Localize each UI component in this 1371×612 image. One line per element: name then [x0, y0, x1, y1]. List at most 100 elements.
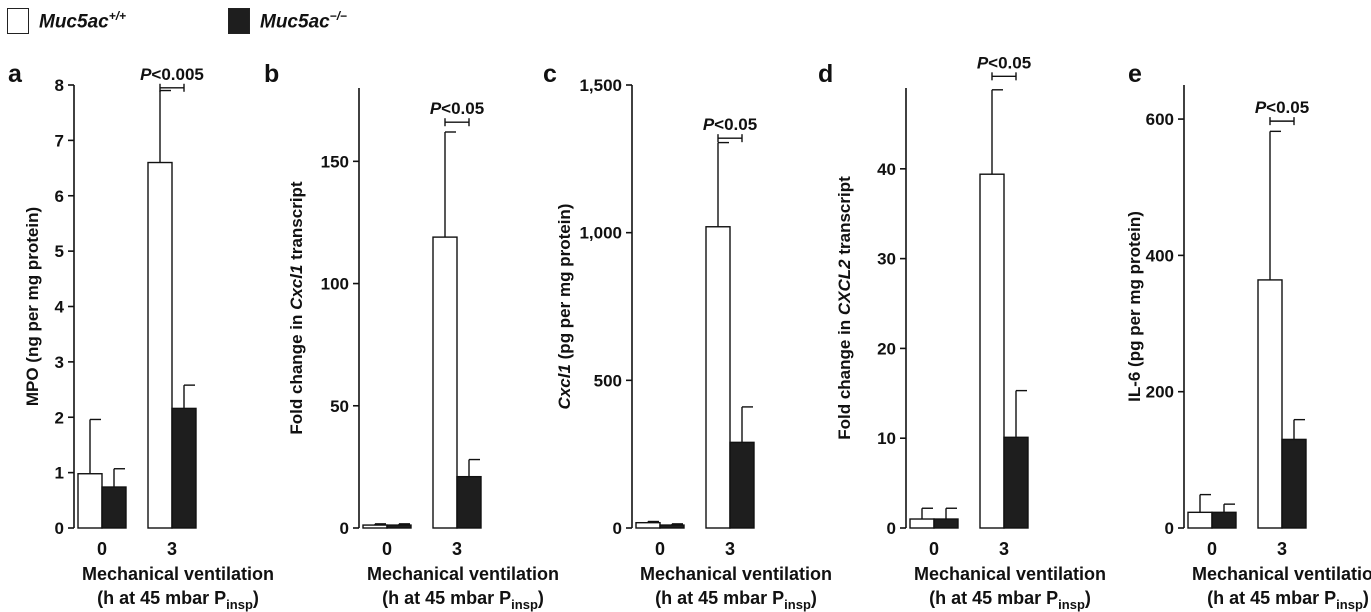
- x-tick-label: 3: [452, 539, 462, 559]
- x-axis-label-line1: Mechanical ventilation: [914, 564, 1106, 584]
- bar-wt-3: [147, 161, 173, 529]
- panel-letter: c: [543, 60, 557, 88]
- x-axis-label-part: insp: [784, 597, 811, 612]
- x-axis-label-part: (h at 45 mbar P: [97, 588, 226, 608]
- legend-ko-label: Muc5ac−/−: [260, 8, 348, 33]
- x-axis-label-line1: Mechanical ventilation: [82, 564, 274, 584]
- x-tick-label: 0: [655, 539, 665, 559]
- y-tick-label: 1,500: [579, 76, 622, 95]
- y-tick-label: 1,000: [579, 224, 622, 243]
- significance-threshold: <0.05: [441, 99, 484, 118]
- y-axis-label-part: Fold change in: [287, 310, 306, 435]
- bar-wt-0: [77, 473, 103, 529]
- y-axis-label: Fold change in Cxcl1 transcript: [287, 181, 306, 435]
- y-tick-label: 10: [877, 429, 896, 448]
- y-tick-label: 3: [55, 353, 64, 372]
- y-tick-label: 0: [613, 519, 622, 538]
- y-tick-label: 0: [340, 519, 349, 538]
- x-axis-label-line1: Mechanical ventilation: [640, 564, 832, 584]
- y-tick-label: 7: [55, 131, 64, 150]
- y-axis-label-part: Cxcl1: [555, 364, 574, 409]
- x-tick-label: 0: [97, 539, 107, 559]
- bar-wt-3: [1257, 279, 1283, 529]
- x-axis-label-part: (h at 45 mbar P: [929, 588, 1058, 608]
- x-axis-label-part: ): [811, 588, 817, 608]
- significance-p: P: [977, 53, 989, 72]
- x-axis-label-line2: (h at 45 mbar Pinsp): [97, 588, 259, 612]
- x-tick-label: 3: [999, 539, 1009, 559]
- y-tick-label: 6: [55, 187, 64, 206]
- y-tick-label: 40: [877, 160, 896, 179]
- legend-ko: Muc5ac−/−: [228, 6, 347, 36]
- y-axis-label-part: Fold change in: [835, 315, 854, 440]
- panel-a: a 0 1 2 3 4 5 6 7 8 MPO (ng per mg protein) 0 3 P<0.0…: [8, 60, 274, 612]
- panel-letter: b: [264, 60, 279, 88]
- significance-p: P: [430, 99, 442, 118]
- x-axis-label-part: insp: [1058, 597, 1085, 612]
- bar-ko-3: [456, 475, 482, 529]
- bar-ko-0: [1211, 511, 1237, 529]
- x-axis-label-line2: (h at 45 mbar Pinsp): [1207, 588, 1369, 612]
- y-axis-label: Cxcl1 (pg per mg protein): [555, 204, 574, 410]
- x-tick-label: 3: [725, 539, 735, 559]
- bar-wt-0: [362, 524, 388, 529]
- legend-wt: Muc5ac+/+: [7, 6, 126, 36]
- x-axis-label-part: (h at 45 mbar P: [382, 588, 511, 608]
- bar-ko-3: [171, 407, 197, 529]
- significance-p: P: [703, 115, 715, 134]
- significance-threshold: <0.05: [714, 115, 757, 134]
- x-tick-label: 0: [1207, 539, 1217, 559]
- significance-label: P<0.05: [430, 99, 484, 118]
- panel-letter: d: [818, 60, 833, 88]
- y-tick-label: 20: [877, 339, 896, 358]
- y-tick-label: 600: [1146, 110, 1174, 129]
- y-tick-label: 0: [1165, 519, 1174, 538]
- y-axis-label-part: MPO (ng per mg protein): [23, 207, 42, 406]
- y-axis-label: Fold change in CXCL2 transcript: [835, 176, 854, 440]
- bar-ko-3: [1003, 436, 1029, 529]
- bar-wt-3: [979, 173, 1005, 529]
- panel-b: b 0 50 100 150 Fold change in Cxcl1 transcrip…: [264, 60, 559, 612]
- significance-threshold: <0.05: [988, 53, 1031, 72]
- bar-wt-0: [909, 518, 935, 529]
- x-axis-label-line1: Mechanical ventilation: [367, 564, 559, 584]
- y-tick-label: 30: [877, 250, 896, 269]
- significance-p: P: [1255, 98, 1267, 117]
- x-axis-label-line2: (h at 45 mbar Pinsp): [929, 588, 1091, 612]
- significance-label: P<0.05: [977, 53, 1031, 72]
- legend-ko-swatch: [228, 8, 250, 34]
- panel-e: e 0 200 400 600 IL-6 (pg per mg protein) 0 3 P<0…: [1125, 60, 1371, 612]
- x-tick-label: 0: [929, 539, 939, 559]
- legend-wt-swatch: [7, 8, 29, 34]
- panel-letter: a: [8, 60, 23, 88]
- x-axis-label-part: ): [253, 588, 259, 608]
- significance-threshold: <0.005: [151, 65, 203, 84]
- legend-wt-label: Muc5ac+/+: [39, 8, 127, 33]
- bar-ko-0: [933, 518, 959, 529]
- y-axis-label: IL-6 (pg per mg protein): [1125, 211, 1144, 402]
- y-tick-label: 50: [330, 397, 349, 416]
- y-tick-label: 100: [321, 275, 349, 294]
- y-tick-label: 1: [55, 464, 64, 483]
- x-axis-label-line2: (h at 45 mbar Pinsp): [382, 588, 544, 612]
- bar-ko-3: [1281, 438, 1307, 529]
- significance-label: P<0.05: [1255, 98, 1309, 117]
- bar-ko-3: [729, 441, 755, 529]
- panel-letter: e: [1128, 60, 1142, 88]
- bar-ko-0: [659, 524, 685, 529]
- significance-threshold: <0.05: [1266, 98, 1309, 117]
- x-axis-label-part: insp: [226, 597, 253, 612]
- x-axis-label-line1: Mechanical ventilation: [1192, 564, 1371, 584]
- y-axis-label-part: transcript: [835, 176, 854, 259]
- significance-label: P<0.005: [140, 65, 204, 84]
- x-axis-label-part: (h at 45 mbar P: [1207, 588, 1336, 608]
- y-tick-label: 0: [887, 519, 896, 538]
- x-axis-label-part: ): [1363, 588, 1369, 608]
- x-axis-label-part: (h at 45 mbar P: [655, 588, 784, 608]
- panel-c: c 0 500 1,000 1,500 Cxcl1 (pg per mg protein)…: [543, 60, 832, 612]
- y-axis-label: MPO (ng per mg protein): [23, 207, 42, 406]
- bar-ko-0: [101, 486, 127, 529]
- y-axis-label-part: Cxcl1: [287, 265, 306, 310]
